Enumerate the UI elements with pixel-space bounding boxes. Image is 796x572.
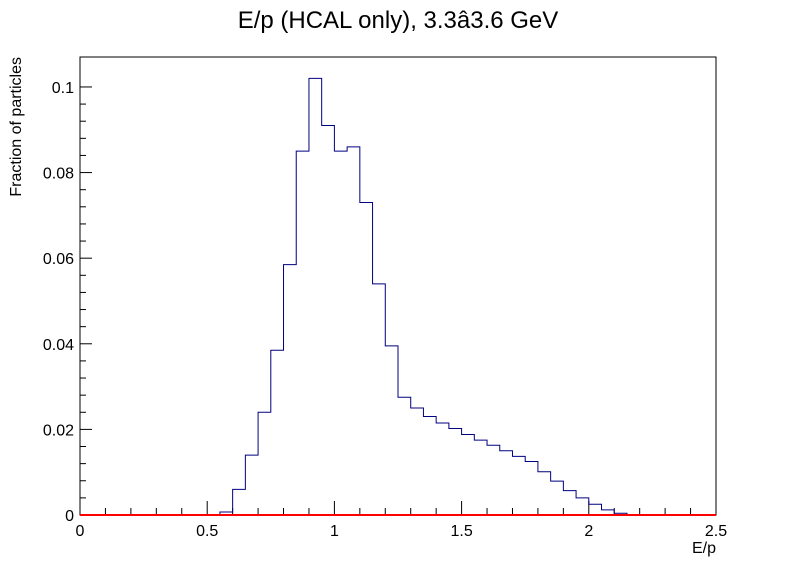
- x-tick-label: 1: [330, 523, 339, 540]
- x-axis-label: E/p: [692, 540, 716, 557]
- y-axis-label: Fraction of particles: [8, 57, 25, 197]
- plot-frame: [79, 56, 717, 516]
- x-tick-label: 1.5: [450, 523, 472, 540]
- x-tick-label: 0: [76, 523, 85, 540]
- histogram-series: [80, 77, 716, 516]
- chart-title: E/p (HCAL only), 3.3â3.6 GeV: [238, 7, 559, 34]
- x-tick-label: 2.5: [705, 523, 727, 540]
- series-layer: [80, 77, 716, 516]
- y-tick-label: 0: [65, 508, 74, 525]
- y-tick-label: 0.08: [43, 166, 74, 183]
- x-tick-label: 2: [584, 523, 593, 540]
- y-tick-label: 0.04: [43, 337, 74, 354]
- y-tick-label: 0.1: [52, 80, 74, 97]
- y-tick-label: 0.06: [43, 251, 74, 268]
- x-axis: 0 0.5 1 1.5 2 2.5: [76, 501, 727, 540]
- y-axis: 0 0.02 0.04 0.06 0.08 0.1: [43, 80, 92, 525]
- y-tick-label: 0.02: [43, 422, 74, 439]
- x-tick-label: 0.5: [196, 523, 218, 540]
